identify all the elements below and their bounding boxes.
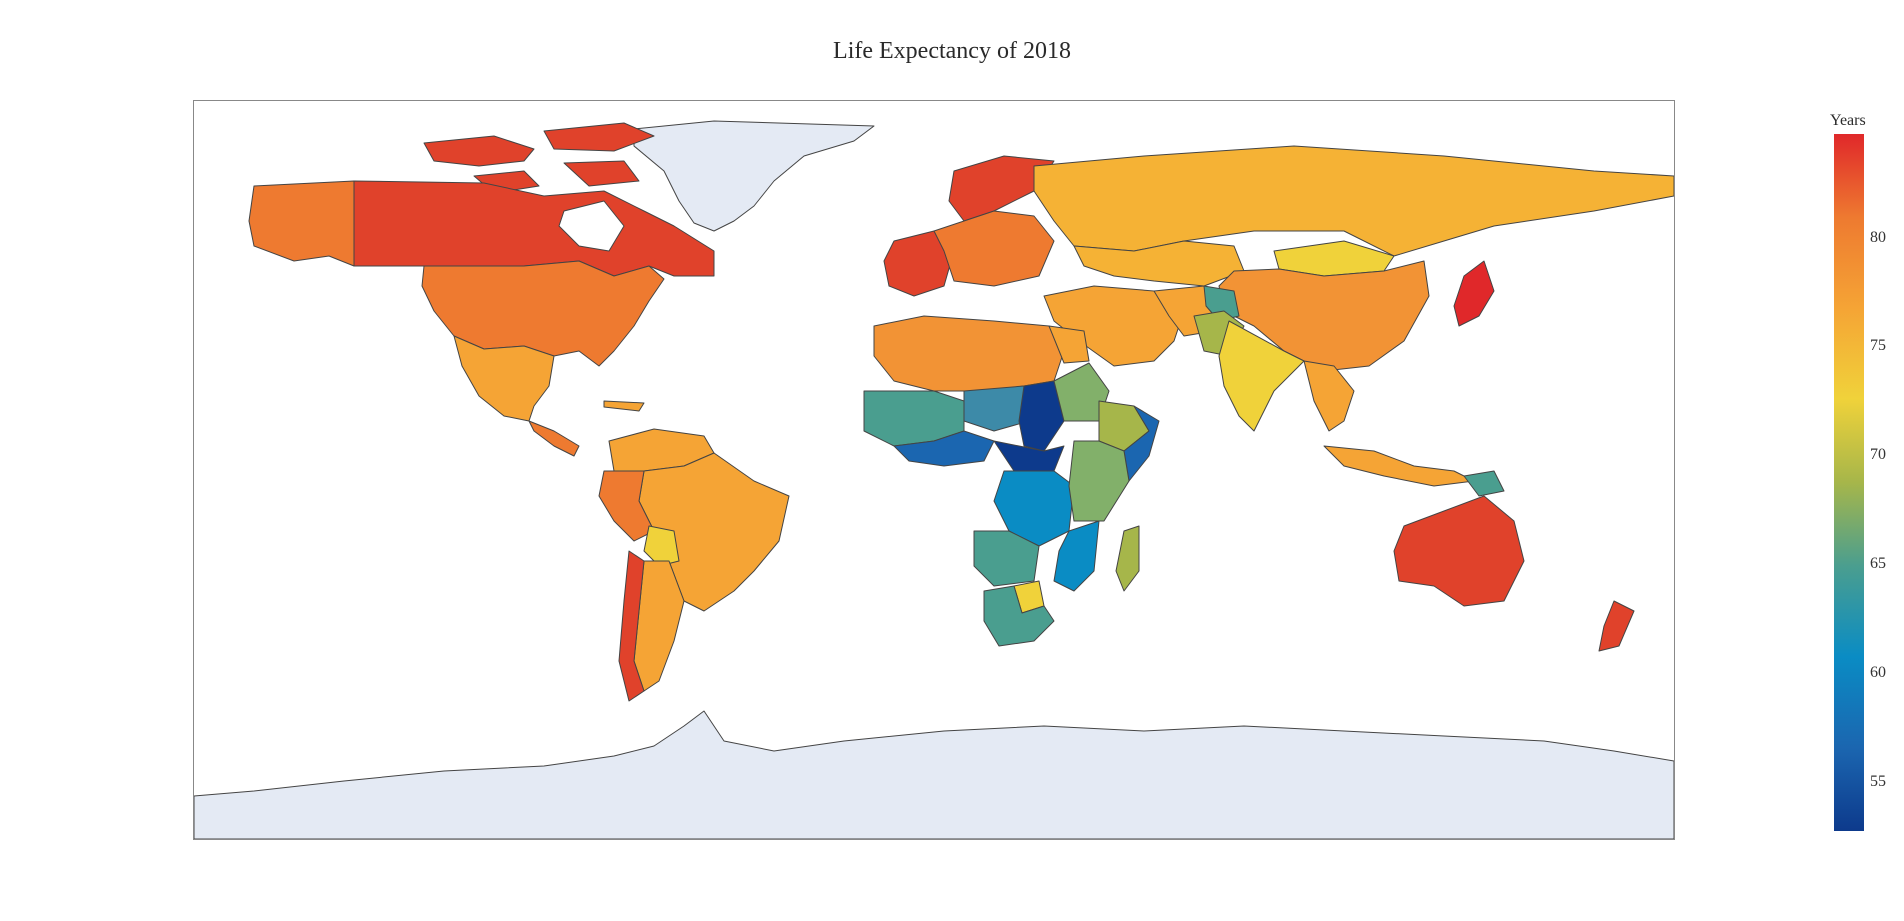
- region-angola[interactable]: [973, 530, 1040, 587]
- region-indonesia[interactable]: [1323, 445, 1475, 487]
- region-alaska[interactable]: [248, 180, 355, 267]
- colorbar-tick-70: 70: [1870, 446, 1886, 464]
- region-russia[interactable]: [1033, 145, 1674, 257]
- region-kenya-tanzania[interactable]: [1068, 440, 1130, 522]
- region-egypt[interactable]: [1048, 325, 1090, 364]
- region-southeast-asia[interactable]: [1303, 360, 1355, 432]
- region-central-african-rep[interactable]: [993, 440, 1065, 472]
- region-japan[interactable]: [1453, 260, 1495, 327]
- region-canada-islands[interactable]: [423, 122, 655, 194]
- region-chile[interactable]: [618, 550, 645, 702]
- region-bolivia[interactable]: [643, 525, 680, 567]
- colorbar-tick-55: 55: [1870, 773, 1886, 791]
- region-usa[interactable]: [421, 260, 665, 367]
- region-north-africa[interactable]: [873, 315, 1065, 392]
- map-title: Life Expectancy of 2018: [833, 38, 1071, 64]
- world-map[interactable]: [194, 101, 1674, 839]
- region-west-africa-south[interactable]: [893, 430, 995, 467]
- region-mexico[interactable]: [453, 335, 555, 422]
- map-frame[interactable]: [193, 100, 1675, 840]
- region-greenland[interactable]: [633, 120, 875, 232]
- colorbar-gradient: [1834, 134, 1864, 831]
- region-mozambique[interactable]: [1053, 520, 1100, 592]
- region-scandinavia[interactable]: [948, 155, 1055, 222]
- region-peru[interactable]: [598, 470, 655, 542]
- colorbar-title: Years: [1830, 112, 1866, 129]
- region-australia[interactable]: [1393, 495, 1525, 607]
- region-caribbean[interactable]: [603, 400, 645, 412]
- colorbar-tick-65: 65: [1870, 555, 1886, 573]
- colorbar-tick-60: 60: [1870, 664, 1886, 682]
- region-png[interactable]: [1463, 470, 1505, 497]
- colorbar-tick-75: 75: [1870, 337, 1886, 355]
- region-madagascar[interactable]: [1115, 525, 1140, 592]
- region-canada[interactable]: [353, 180, 715, 277]
- water-hudson-bay: [558, 200, 625, 252]
- region-drc[interactable]: [993, 470, 1075, 547]
- region-niger[interactable]: [963, 385, 1030, 432]
- region-antarctica[interactable]: [194, 710, 1674, 839]
- colorbar: [1834, 134, 1864, 831]
- region-kazakhstan[interactable]: [1073, 240, 1245, 287]
- colorbar-tick-80: 80: [1870, 228, 1886, 246]
- region-south-africa[interactable]: [983, 585, 1055, 647]
- region-india[interactable]: [1218, 320, 1305, 432]
- region-central-america[interactable]: [528, 420, 580, 457]
- region-new-zealand[interactable]: [1598, 600, 1635, 652]
- region-eastern-europe[interactable]: [933, 210, 1055, 287]
